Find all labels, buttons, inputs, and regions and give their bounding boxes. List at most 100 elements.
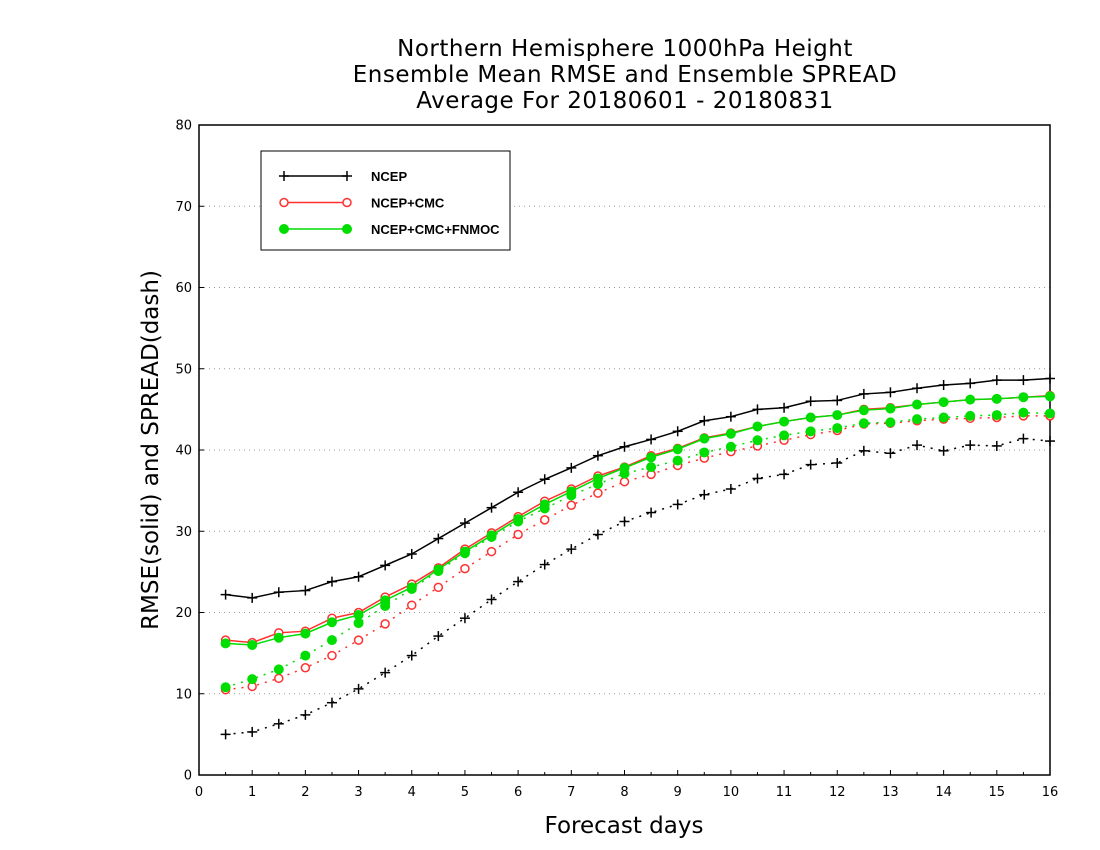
- spread-point: [619, 516, 630, 527]
- spread-point: [912, 440, 923, 451]
- spread-point: [566, 500, 577, 510]
- rmse-point: [273, 587, 284, 598]
- rmse-point: [247, 592, 258, 603]
- spread-point: [300, 663, 311, 673]
- spread-point: [353, 618, 364, 629]
- spread-point: [220, 682, 231, 693]
- spread-point: [619, 476, 630, 487]
- rmse-point: [725, 428, 736, 439]
- spread-point: [832, 458, 843, 468]
- spread-point: [805, 426, 816, 437]
- spread-point: [1045, 408, 1055, 419]
- legend-item: NCEP: [279, 169, 407, 184]
- x-tick-label: 10: [723, 785, 740, 800]
- legend-marker-end: [342, 171, 352, 181]
- spread-point: [326, 697, 337, 708]
- x-tick-label: 1: [248, 785, 256, 800]
- y-tick-label: 40: [175, 444, 192, 459]
- spread-point: [672, 499, 683, 510]
- x-tick-label: 5: [461, 785, 469, 800]
- spread-point: [353, 683, 364, 694]
- spread-point: [459, 613, 470, 624]
- rmse-point: [779, 402, 790, 413]
- spread-point: [380, 667, 391, 678]
- spread-point: [566, 544, 577, 555]
- legend-marker-end: [342, 197, 352, 208]
- x-tick-label: 11: [776, 785, 793, 800]
- y-tick-label: 0: [184, 769, 192, 784]
- spread-point: [1018, 433, 1029, 444]
- rmse-point: [273, 632, 284, 643]
- spread-point: [725, 484, 736, 494]
- legend-label: NCEP: [371, 169, 407, 184]
- spread-point: [805, 459, 816, 470]
- spread-point: [300, 709, 311, 720]
- spread-point: [273, 718, 284, 729]
- spread-point: [407, 600, 417, 610]
- rmse-point: [1018, 375, 1029, 386]
- spread-point: [1045, 436, 1055, 447]
- series-ncep-cmc-fnmoc: [220, 391, 1055, 693]
- rmse-point: [858, 405, 869, 416]
- legend-label: NCEP+CMC: [371, 196, 445, 211]
- spread-point: [539, 503, 550, 514]
- rmse-line: [225, 395, 1051, 646]
- spread-point: [406, 650, 417, 661]
- spread-point: [539, 515, 550, 525]
- spread-point: [885, 417, 896, 428]
- spread-point: [300, 650, 311, 661]
- rmse-point: [672, 444, 683, 455]
- rmse-point: [885, 387, 896, 398]
- rmse-point: [938, 380, 949, 390]
- rmse-point: [247, 640, 258, 650]
- series-ncep-cmc: [220, 390, 1055, 695]
- spread-point: [991, 410, 1002, 421]
- spread-point: [433, 566, 444, 577]
- spread-point: [486, 594, 497, 605]
- rmse-point: [672, 426, 683, 437]
- y-tick-label: 80: [175, 119, 192, 134]
- spread-point: [938, 445, 949, 456]
- x-tick-label: 4: [408, 785, 416, 800]
- rmse-point: [805, 396, 816, 407]
- spread-point: [699, 447, 710, 458]
- spread-point: [327, 650, 337, 661]
- rmse-point: [646, 452, 657, 463]
- x-tick-label: 16: [1042, 785, 1059, 800]
- x-tick-label: 0: [195, 785, 203, 800]
- legend-item: NCEP+CMC: [279, 196, 445, 211]
- spread-point: [699, 489, 710, 500]
- spread-point: [779, 469, 790, 480]
- spread-line: [225, 415, 1050, 691]
- spread-point: [566, 490, 577, 501]
- y-axis-label: RMSE(solid) and SPREAD(dash): [138, 270, 164, 630]
- spread-point: [646, 507, 657, 518]
- x-axis-label: Forecast days: [545, 813, 704, 839]
- rmse-point: [938, 397, 949, 408]
- rmse-point: [539, 474, 550, 485]
- spread-point: [619, 468, 630, 479]
- y-tick-label: 70: [175, 200, 192, 215]
- spread-point: [353, 635, 364, 645]
- rmse-point: [912, 383, 923, 394]
- rmse-point: [326, 576, 337, 587]
- rmse-point: [513, 487, 524, 498]
- legend-marker-end: [342, 224, 352, 234]
- spread-point: [380, 601, 391, 611]
- spread-line: [225, 437, 1051, 736]
- series-layer: [220, 373, 1055, 740]
- x-tick-label: 12: [829, 785, 846, 800]
- spread-point: [513, 576, 524, 587]
- x-tick-label: 13: [882, 785, 899, 800]
- rmse-point: [752, 421, 763, 432]
- legend: NCEP NCEP+CMC NCEP+CMC+FNMOC: [260, 150, 511, 251]
- spread-point: [433, 631, 444, 642]
- rmse-point: [300, 585, 311, 596]
- spread-point: [274, 673, 284, 684]
- rmse-point: [965, 378, 976, 389]
- spread-point: [326, 635, 337, 646]
- spread-point: [592, 479, 603, 490]
- rmse-point: [1018, 392, 1029, 403]
- spread-point: [247, 726, 258, 737]
- rmse-line: [225, 394, 1051, 644]
